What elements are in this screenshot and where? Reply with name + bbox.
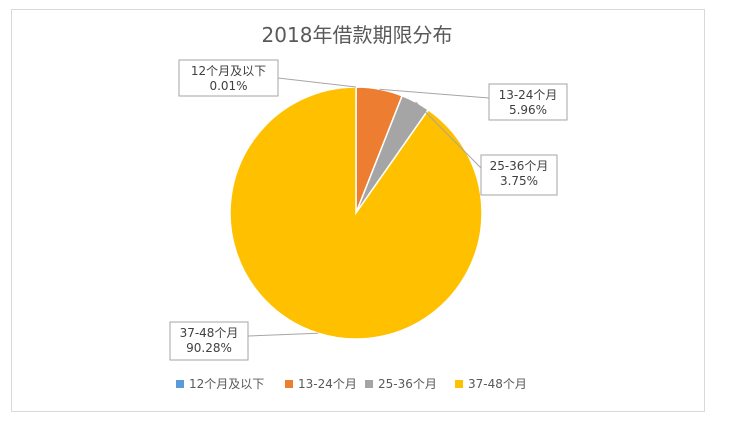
data-label-category-1: 12个月及以下 [191, 64, 266, 78]
pie-slices [229, 86, 483, 340]
leader-line-3 [415, 101, 482, 169]
legend-swatch-2 [285, 380, 293, 388]
leader-line-4 [247, 332, 319, 337]
data-label-box-4 [169, 321, 249, 361]
legend-swatch-1 [176, 380, 184, 388]
data-label-percent-4: 90.28% [186, 341, 232, 355]
legend-swatch-3 [365, 380, 373, 388]
data-label-box-3 [480, 154, 558, 196]
leader-lines [247, 77, 490, 337]
legend-label-4: 37-48个月 [468, 377, 527, 391]
legend: 12个月及以下 13-24个月 25-36个月 37-48个月 [176, 377, 527, 391]
data-label-percent-2: 5.96% [509, 103, 547, 117]
pie-slice-4 [229, 86, 483, 340]
legend-label-1: 12个月及以下 [189, 377, 264, 391]
data-label-percent-1: 0.01% [209, 79, 247, 93]
data-label-box-2 [488, 83, 568, 121]
data-label-category-3: 25-36个月 [490, 159, 549, 173]
legend-label-2: 13-24个月 [298, 377, 357, 391]
data-label-box-1 [178, 59, 279, 97]
data-label-percent-3: 3.75% [500, 174, 538, 188]
data-label-category-4: 37-48个月 [180, 326, 239, 340]
leader-line-2 [379, 88, 490, 99]
leader-line-1 [277, 77, 357, 88]
chart-title: 2018年借款期限分布 [262, 23, 453, 47]
data-label-category-2: 13-24个月 [499, 88, 558, 102]
legend-label-3: 25-36个月 [378, 377, 437, 391]
legend-swatch-4 [455, 380, 463, 388]
